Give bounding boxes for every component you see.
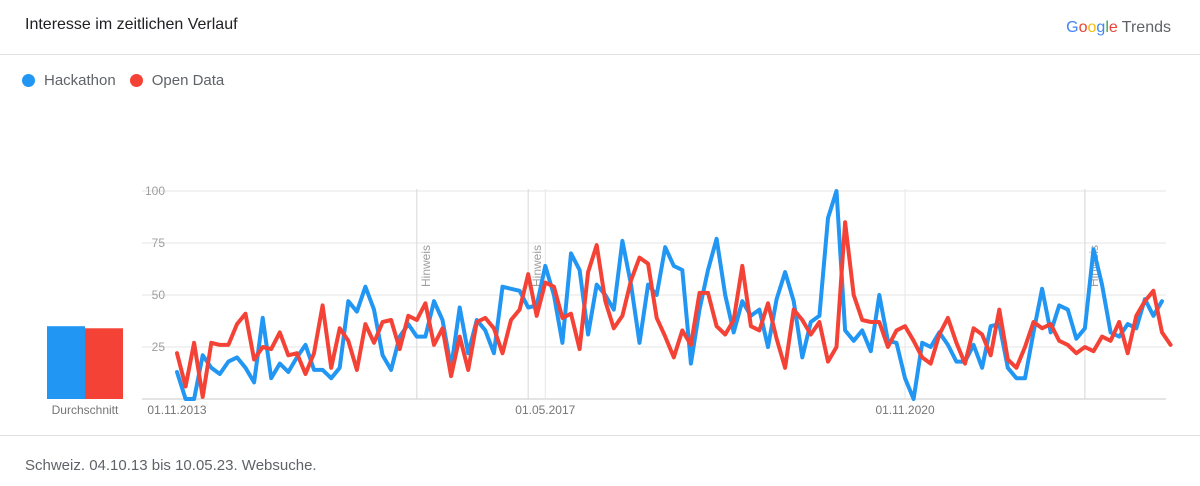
- note-label: Hinweis: [419, 245, 433, 287]
- y-tick-label: 25: [152, 340, 166, 354]
- series-line-open-data: [175, 220, 1173, 399]
- trends-wordmark: Trends: [1121, 19, 1171, 36]
- brand-letter: o: [1078, 19, 1088, 36]
- line-chart[interactable]: 25 50 75 100 01.11.2013 01.05.2017 01.11.2020 H…: [0, 100, 1200, 430]
- note-label: Hinweis: [530, 245, 544, 287]
- legend: Hackathon Open Data: [22, 72, 238, 89]
- legend-item-hackathon[interactable]: Hackathon: [22, 72, 116, 89]
- legend-item-open-data[interactable]: Open Data: [129, 72, 225, 89]
- average-bar-open-data: [85, 328, 123, 399]
- brand-letter: o: [1087, 19, 1097, 36]
- y-tick-label: 50: [152, 288, 166, 302]
- legend-label-hackathon: Hackathon: [44, 72, 116, 89]
- average-label: Durchschnitt: [52, 403, 119, 417]
- chart-header: Interesse im zeitlichen Verlauf Google Tr…: [0, 0, 1200, 55]
- average-bar-hackathon: [47, 326, 85, 399]
- hackathon-dot-icon: [22, 74, 35, 87]
- footer-divider: [0, 435, 1200, 436]
- brand-letter: G: [1066, 19, 1079, 36]
- chart-title: Interesse im zeitlichen Verlauf: [25, 16, 238, 33]
- y-tick-label: 100: [145, 184, 165, 198]
- chart-area: 25 50 75 100 01.11.2013 01.05.2017 01.11.2020 H…: [0, 100, 1200, 430]
- x-tick-label: 01.11.2020: [875, 403, 934, 417]
- brand-letter: g: [1096, 19, 1106, 36]
- brand-letter: l: [1105, 19, 1109, 36]
- brand-letter: e: [1108, 19, 1118, 36]
- legend-label-open-data: Open Data: [151, 72, 225, 89]
- google-trends-logo: Google Trends: [1066, 19, 1171, 37]
- footer-caption: Schweiz. 04.10.13 bis 10.05.23. Websuche…: [25, 457, 317, 474]
- x-tick-label: 01.11.2013: [147, 403, 206, 417]
- open-data-dot-icon: [129, 74, 143, 87]
- y-tick-label: 75: [152, 236, 166, 250]
- google-wordmark: Google: [1066, 19, 1118, 36]
- x-tick-label: 01.05.2017: [515, 403, 575, 417]
